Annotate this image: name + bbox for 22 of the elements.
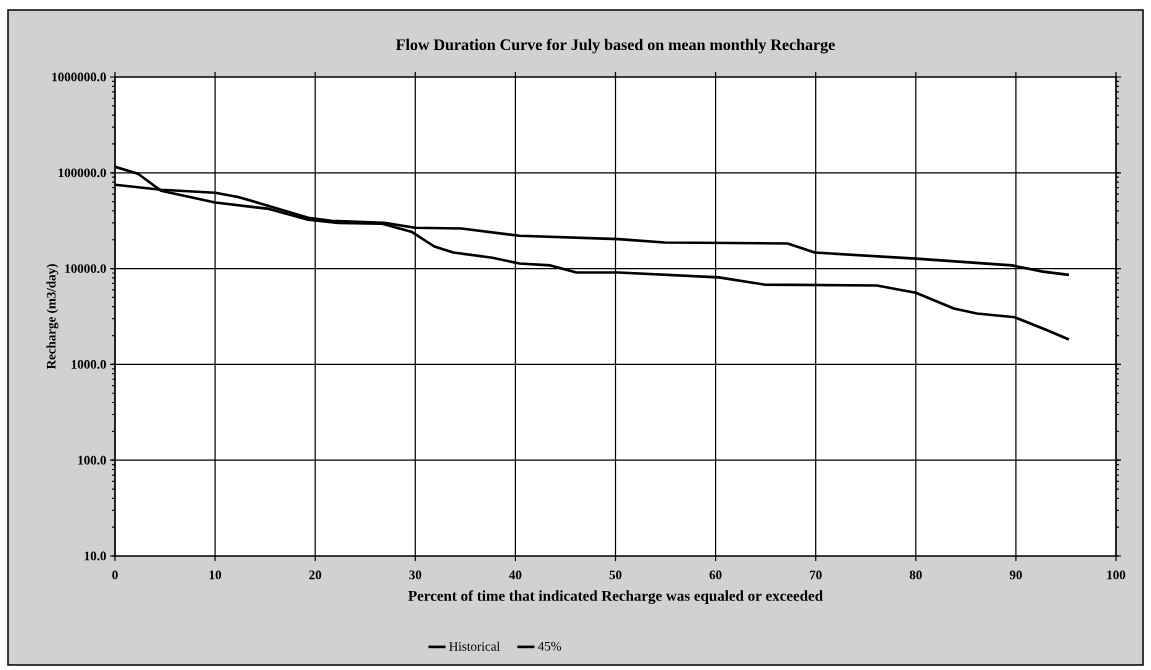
x-tick-label: 0 bbox=[112, 570, 118, 580]
legend-label: 45% bbox=[538, 641, 562, 651]
x-tick-label: 10 bbox=[209, 570, 222, 580]
y-tick-label: 10000.0 bbox=[65, 264, 106, 274]
x-tick-label: 50 bbox=[609, 570, 622, 580]
x-tick-label: 100 bbox=[1107, 570, 1126, 580]
x-tick-label: 80 bbox=[909, 570, 922, 580]
x-tick-label: 60 bbox=[709, 570, 722, 580]
x-tick-label: 70 bbox=[809, 570, 822, 580]
y-tick-label: 1000000.0 bbox=[52, 72, 106, 82]
y-axis-title: Recharge (m3/day) bbox=[46, 264, 59, 370]
x-tick-label: 40 bbox=[509, 570, 522, 580]
y-tick-label: 10.0 bbox=[84, 551, 106, 561]
y-tick-label: 100.0 bbox=[78, 455, 106, 465]
x-tick-label: 30 bbox=[409, 570, 422, 580]
y-tick-label: 1000.0 bbox=[71, 359, 106, 369]
chart-title: Flow Duration Curve for July based on mean monthly Recharge bbox=[396, 38, 835, 54]
y-tick-label: 100000.0 bbox=[58, 168, 106, 178]
x-tick-label: 90 bbox=[1009, 570, 1022, 580]
legend-label: Historical bbox=[449, 641, 500, 651]
x-tick-label: 20 bbox=[309, 570, 322, 580]
x-axis-title: Percent of time that indicated Recharge was equaled or exceeded bbox=[408, 590, 823, 605]
